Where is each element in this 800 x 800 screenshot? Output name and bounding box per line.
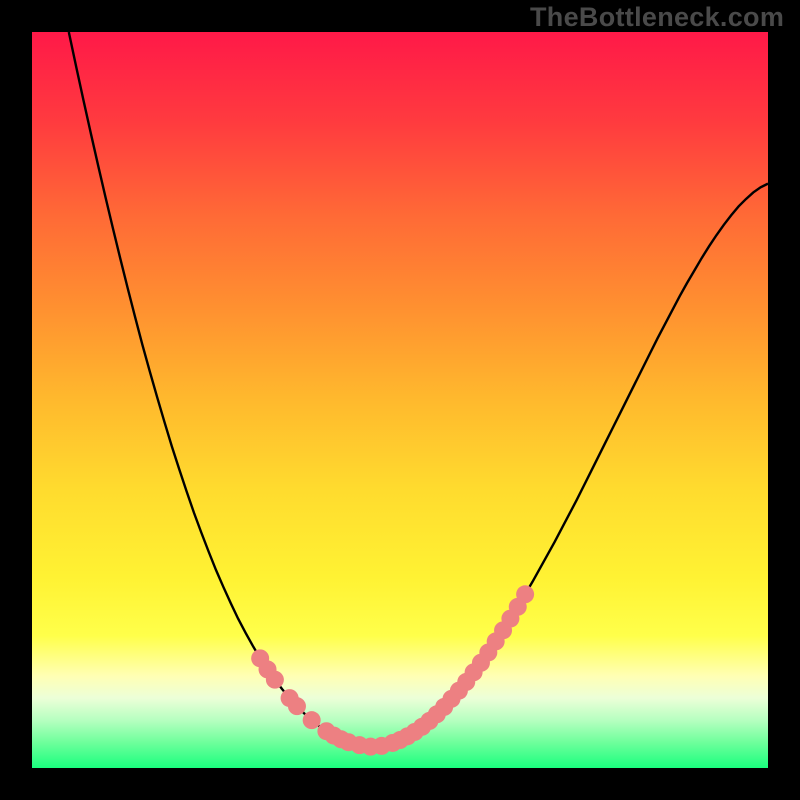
data-marker <box>266 671 284 689</box>
frame-left <box>0 0 32 800</box>
gradient-background <box>32 32 768 768</box>
frame-bottom <box>0 768 800 800</box>
watermark-text: TheBottleneck.com <box>530 2 784 33</box>
data-marker <box>516 585 534 603</box>
data-marker <box>288 697 306 715</box>
data-marker <box>303 711 321 729</box>
frame-right <box>768 0 800 800</box>
bottleneck-chart <box>0 0 800 800</box>
